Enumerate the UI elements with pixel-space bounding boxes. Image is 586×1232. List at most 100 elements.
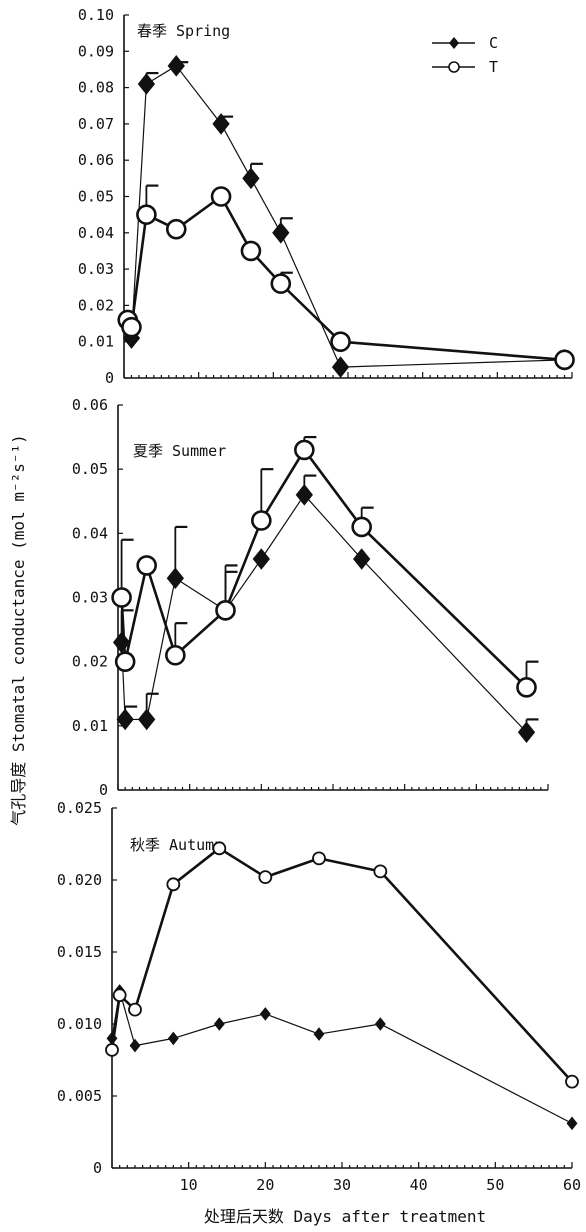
y-tick-label: 0.03 bbox=[78, 260, 114, 278]
data-point-C bbox=[129, 1038, 141, 1053]
y-tick-label: 0.09 bbox=[78, 42, 114, 60]
data-point-T bbox=[258, 870, 273, 885]
x-tick-label: 10 bbox=[180, 1176, 198, 1194]
series-C bbox=[106, 984, 578, 1131]
y-tick-label: 0.010 bbox=[57, 1015, 102, 1033]
y-tick-label: 0.08 bbox=[78, 79, 114, 97]
data-point-C bbox=[566, 1116, 578, 1131]
data-point-T bbox=[312, 851, 326, 866]
series-T bbox=[117, 184, 575, 371]
y-tick-label: 0.015 bbox=[57, 943, 102, 961]
series-C bbox=[119, 55, 574, 378]
y-tick-label: 0.05 bbox=[78, 188, 114, 206]
data-point-C bbox=[517, 721, 536, 744]
data-point-T bbox=[294, 439, 315, 461]
data-point-T bbox=[105, 1043, 119, 1057]
legend-label-T: T bbox=[489, 58, 498, 76]
y-tick-label: 0.10 bbox=[78, 6, 114, 24]
y-tick-label: 0.02 bbox=[78, 296, 114, 314]
data-point-C bbox=[259, 1007, 271, 1021]
y-tick-label: 0 bbox=[99, 781, 108, 799]
data-point-C bbox=[295, 484, 313, 506]
data-point-C bbox=[331, 356, 350, 378]
series-T bbox=[111, 435, 539, 698]
y-tick-label: 0.01 bbox=[72, 717, 108, 735]
data-point-T bbox=[251, 510, 272, 531]
data-point-T bbox=[351, 516, 372, 538]
y-tick-label: 0.04 bbox=[72, 524, 108, 542]
x-axis-title: 处理后天数 Days after treatment bbox=[204, 1207, 486, 1226]
data-point-C bbox=[167, 55, 185, 77]
data-point-T bbox=[165, 644, 186, 666]
data-point-T bbox=[210, 186, 232, 207]
data-point-C bbox=[272, 221, 290, 244]
data-point-C bbox=[137, 73, 156, 95]
data-point-C bbox=[374, 1017, 386, 1031]
x-tick-label: 50 bbox=[486, 1176, 504, 1194]
y-tick-label: 0.06 bbox=[78, 151, 114, 169]
y-tick-label: 0 bbox=[93, 1159, 102, 1177]
panel-2: 0 0.01 0.02 0.03 0.04 0.05 0.06 夏季 Summer bbox=[72, 396, 549, 799]
y-tick-label: 0.06 bbox=[72, 396, 108, 414]
data-point-T bbox=[212, 841, 227, 856]
data-point-C bbox=[353, 548, 371, 570]
y-tick-label: 0.05 bbox=[72, 460, 108, 478]
legend-label-C: C bbox=[489, 34, 498, 52]
data-point-C bbox=[313, 1027, 325, 1041]
series-T bbox=[105, 841, 579, 1089]
series-line-C bbox=[120, 494, 527, 733]
x-tick-label: 40 bbox=[410, 1176, 428, 1194]
data-point-T bbox=[114, 651, 136, 672]
y-tick-label: 0.020 bbox=[57, 871, 102, 889]
series-line-C bbox=[111, 990, 573, 1124]
data-point-T bbox=[111, 587, 132, 608]
legend: CT bbox=[432, 34, 498, 76]
x-tick-label: 20 bbox=[256, 1176, 274, 1194]
x-tick-label: 60 bbox=[563, 1176, 581, 1194]
data-point-T bbox=[165, 218, 187, 240]
data-point-T bbox=[215, 600, 236, 621]
data-point-T bbox=[121, 316, 142, 338]
y-axis-title: 气孔导度 Stomatal conductance (mol m⁻²s⁻¹) bbox=[9, 434, 28, 826]
y-tick-label: 0.02 bbox=[72, 653, 108, 671]
data-point-T bbox=[330, 331, 351, 353]
y-tick-label: 0.04 bbox=[78, 224, 114, 242]
series-line-T bbox=[110, 847, 573, 1083]
y-tick-label: 0.03 bbox=[72, 589, 108, 607]
y-tick-label: 0.01 bbox=[78, 333, 114, 351]
panel-title: 春季 Spring bbox=[137, 22, 230, 40]
data-point-T bbox=[112, 988, 127, 1003]
data-point-T bbox=[270, 273, 292, 294]
y-tick-label: 0.025 bbox=[57, 799, 102, 817]
plot-area: 0 0.01 0.02 0.03 0.04 0.05 0.06 0.07 0.08 0.09 0.1… bbox=[57, 6, 581, 1194]
data-point-C bbox=[242, 167, 260, 190]
data-point-T bbox=[554, 349, 575, 371]
panel-1: 0 0.01 0.02 0.03 0.04 0.05 0.06 0.07 0.08 0.09 0.1… bbox=[78, 6, 575, 387]
data-point-T bbox=[166, 877, 181, 892]
legend-marker-T bbox=[448, 61, 460, 73]
data-point-C bbox=[167, 1031, 179, 1046]
x-tick-label: 30 bbox=[333, 1176, 351, 1194]
panel-title: 夏季 Summer bbox=[133, 442, 226, 460]
data-point-C bbox=[213, 1017, 225, 1031]
y-tick-label: 0.005 bbox=[57, 1087, 102, 1105]
series-C bbox=[112, 474, 539, 744]
y-tick-label: 0.07 bbox=[78, 115, 114, 133]
data-point-T bbox=[516, 677, 537, 698]
data-point-C bbox=[138, 708, 156, 731]
data-point-C bbox=[116, 708, 134, 731]
data-point-C bbox=[212, 113, 230, 135]
data-point-T bbox=[136, 204, 157, 225]
data-point-T bbox=[373, 864, 388, 879]
data-point-C bbox=[166, 567, 184, 590]
data-point-C bbox=[252, 548, 270, 570]
legend-marker-C bbox=[449, 37, 459, 49]
data-point-T bbox=[136, 555, 157, 576]
y-tick-label: 0 bbox=[105, 369, 114, 387]
data-point-T bbox=[128, 1002, 142, 1017]
data-point-T bbox=[565, 1074, 579, 1089]
panel-title: 秋季 Autumn bbox=[130, 836, 223, 854]
data-point-T bbox=[240, 240, 262, 262]
panel-3: 0 0.005 0.010 0.015 0.020 0.025 10 20 30 40 50 60 秋季… bbox=[57, 799, 581, 1194]
